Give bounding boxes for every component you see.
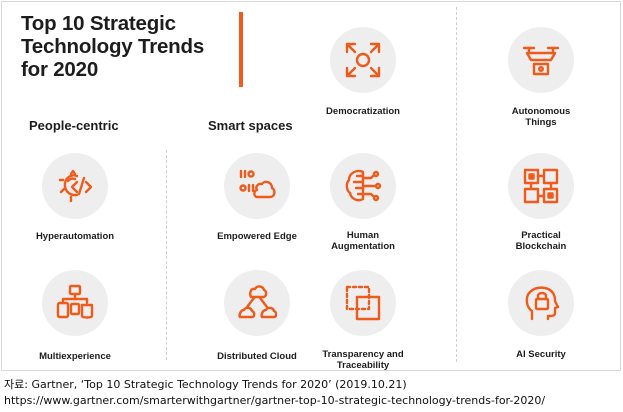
edge-cloud-icon: [239, 169, 276, 199]
section-smart-spaces: Smart spaces: [208, 118, 293, 133]
practical-blockchain-badge: [508, 153, 574, 219]
label-practical-blockchain-line-2: Blockchain: [515, 241, 567, 252]
label-practical-blockchain: Practical Blockchain: [481, 230, 601, 252]
gear-code-icon: [58, 169, 93, 203]
label-autonomous-things-line-2: Things: [525, 117, 557, 128]
autonomous-things-badge: [508, 27, 574, 93]
multiexperience-badge: [42, 270, 108, 336]
label-human-augmentation-line-2: Augmentation: [331, 241, 395, 252]
label-democratization: Democratization: [326, 106, 400, 117]
label-multiexperience: Multiexperience: [39, 351, 111, 362]
label-hyperautomation: Hyperautomation: [35, 231, 115, 242]
title-line-1: Top 10 Strategic: [21, 12, 176, 35]
democratization-badge: [330, 27, 396, 93]
label-human-augmentation: Human Augmentation: [303, 230, 423, 252]
cloud-network-icon: [238, 285, 277, 319]
title-accent-bar: [239, 12, 243, 87]
footer-url[interactable]: https://www.gartner.com/smarterwithgartn…: [4, 394, 546, 407]
infographic-frame: Top 10 Strategic Technology Trends for 2…: [1, 1, 621, 371]
expand-arrows-icon: [345, 42, 381, 78]
layered-squares-icon: [345, 285, 381, 321]
section-people-centric: People-centric: [29, 118, 119, 133]
head-lock-icon: [525, 286, 560, 321]
label-empowered-edge: Empowered Edge: [217, 231, 297, 242]
title-line-3: for 2020: [21, 58, 99, 81]
blockchain-icon: [523, 168, 559, 204]
human-augmentation-badge: [330, 153, 396, 219]
divider-left: [166, 150, 167, 360]
brain-circuit-icon: [345, 169, 382, 202]
label-distributed-cloud: Distributed Cloud: [217, 351, 297, 362]
ai-security-badge: [508, 270, 574, 336]
label-transparency-line-2: Traceability: [336, 360, 390, 371]
label-autonomous-things-line-1: Autonomous: [511, 106, 571, 117]
divider-right: [456, 7, 457, 362]
footer-source: 자료: Gartner, ‘Top 10 Strategic Technolog…: [4, 378, 407, 391]
label-transparency: Transparency and Traceability: [303, 349, 423, 371]
label-autonomous-things: Autonomous Things: [481, 106, 601, 128]
label-ai-security: AI Security: [516, 349, 566, 360]
label-human-augmentation-line-1: Human: [346, 230, 380, 241]
page-title: Top 10 Strategic Technology Trends for 2…: [21, 12, 241, 81]
distributed-cloud-badge: [224, 270, 290, 336]
label-transparency-line-1: Transparency and: [322, 349, 404, 360]
label-practical-blockchain-line-1: Practical: [521, 230, 561, 241]
empowered-edge-badge: [224, 153, 290, 219]
drone-icon: [522, 46, 560, 76]
devices-icon: [56, 284, 94, 319]
hyperautomation-badge: [42, 153, 108, 219]
title-line-2: Technology Trends: [21, 35, 205, 58]
transparency-badge: [330, 270, 396, 336]
